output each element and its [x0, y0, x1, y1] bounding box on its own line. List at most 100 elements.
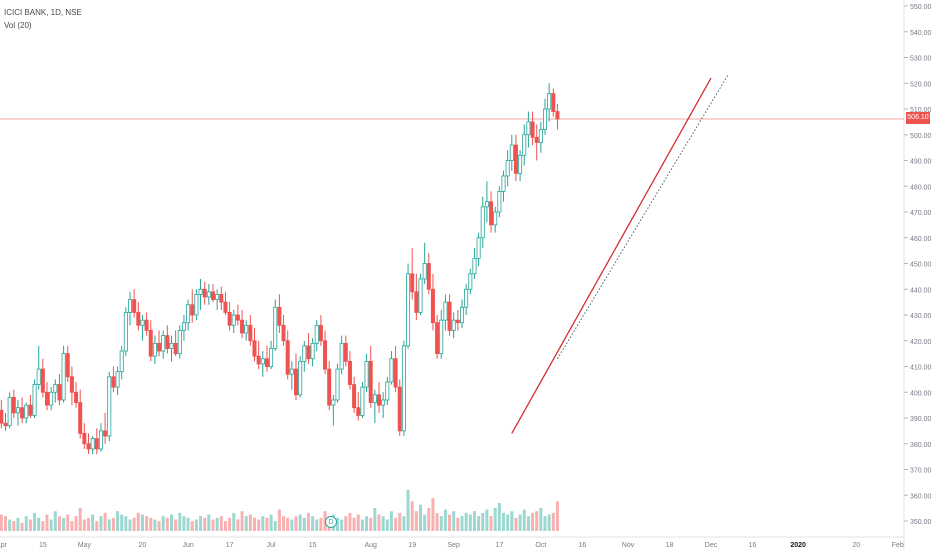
volume-bar: [394, 517, 398, 531]
volume-bar: [165, 517, 169, 531]
volume-bar: [153, 519, 157, 531]
volume-bar: [12, 521, 16, 531]
candle-body: [264, 358, 269, 367]
volume-bar: [248, 514, 252, 531]
candle-body: [497, 190, 502, 213]
price-tick-label: 540.00: [910, 30, 932, 37]
candle-body: [111, 376, 116, 388]
candle-body: [190, 304, 195, 316]
time-tick-label: 16: [749, 542, 757, 549]
volume-bar: [170, 514, 173, 531]
candle-body: [352, 384, 357, 409]
time-tick-label: Nov: [622, 542, 635, 549]
candle-body: [306, 345, 311, 360]
candle-body: [422, 263, 427, 280]
candle-body: [293, 368, 298, 396]
volume-bar: [506, 514, 510, 531]
candle-body: [493, 211, 498, 226]
volume-bar: [535, 511, 539, 531]
volume-bar: [16, 517, 20, 531]
candle-body: [40, 368, 45, 393]
volume-bar: [265, 517, 269, 531]
volume-bar: [282, 516, 286, 531]
volume-bar: [419, 504, 422, 531]
volume-bar: [116, 511, 120, 531]
candle-body: [439, 319, 444, 355]
candle-body: [132, 299, 137, 313]
price-tick-label: 480.00: [910, 184, 932, 191]
volume-bar: [174, 519, 178, 531]
volume-bar: [522, 509, 526, 531]
volume-bar: [240, 511, 244, 531]
candle-body: [11, 396, 16, 414]
candle-body: [152, 342, 157, 357]
volume-bar: [311, 516, 315, 531]
price-tick-label: 350.00: [910, 519, 932, 526]
volume-bar: [406, 489, 410, 531]
candle-body: [198, 288, 203, 295]
volume-study-legend[interactable]: Vol (20): [4, 21, 32, 30]
time-tick-label: 17: [226, 542, 234, 549]
volume-bar: [518, 514, 522, 531]
candle-body: [397, 386, 402, 432]
candle-body: [269, 348, 274, 367]
candle-body: [505, 160, 510, 177]
candle-body: [343, 342, 348, 362]
time-tick-label: Aug: [364, 542, 377, 549]
candle-body: [360, 386, 365, 416]
volume-bar: [128, 519, 132, 531]
symbol-legend[interactable]: ICICI BANK, 1D, NSE: [4, 8, 82, 17]
candle-body: [235, 314, 240, 321]
volume-bar: [377, 514, 381, 531]
volume-bar: [91, 514, 95, 531]
candle-body: [522, 134, 527, 156]
volume-bar: [82, 519, 86, 531]
candle-body: [476, 237, 481, 259]
candle-body: [78, 402, 83, 434]
volume-bar: [365, 516, 369, 531]
price-tick-label: 510.00: [910, 107, 932, 114]
candle-body: [7, 396, 12, 427]
candle-body: [231, 314, 236, 326]
volume-bar: [132, 517, 136, 531]
candle-body: [65, 353, 70, 378]
volume-bar: [452, 511, 456, 531]
volume-bar: [99, 516, 103, 531]
volume-bar: [348, 512, 352, 531]
candle-body: [381, 399, 386, 406]
volume-bar: [298, 514, 302, 531]
volume-bar: [161, 516, 165, 531]
volume-bar: [199, 516, 203, 531]
time-tick-label: 18: [666, 542, 674, 549]
volume-bar: [244, 516, 248, 531]
volume-bar: [269, 514, 273, 531]
candle-body: [509, 144, 514, 161]
price-tick-label: 450.00: [910, 262, 932, 269]
dividend-event-marker[interactable]: D: [325, 516, 337, 528]
volume-bar: [211, 519, 215, 531]
volume-bar: [78, 507, 82, 531]
volume-bar: [493, 507, 497, 531]
price-tick-label: 400.00: [910, 390, 932, 397]
volume-bar: [460, 516, 464, 531]
candle-body: [0, 409, 4, 424]
volume-bar: [398, 512, 402, 531]
candle-body: [414, 291, 419, 313]
price-tick-label: 430.00: [910, 313, 932, 320]
volume-bar: [306, 512, 310, 531]
price-tick-label: 550.00: [910, 4, 932, 11]
volume-bar: [194, 519, 198, 531]
volume-bar: [344, 516, 348, 531]
volume-bar: [315, 519, 319, 531]
candle-body: [74, 391, 79, 403]
candle-body: [426, 263, 431, 290]
volume-bar: [124, 516, 128, 531]
candle-body: [157, 342, 162, 352]
candle-body: [489, 201, 494, 226]
candle-body: [376, 394, 381, 406]
volume-bar: [485, 509, 489, 531]
candle-body: [144, 319, 149, 331]
time-tick-label: May: [78, 542, 92, 549]
